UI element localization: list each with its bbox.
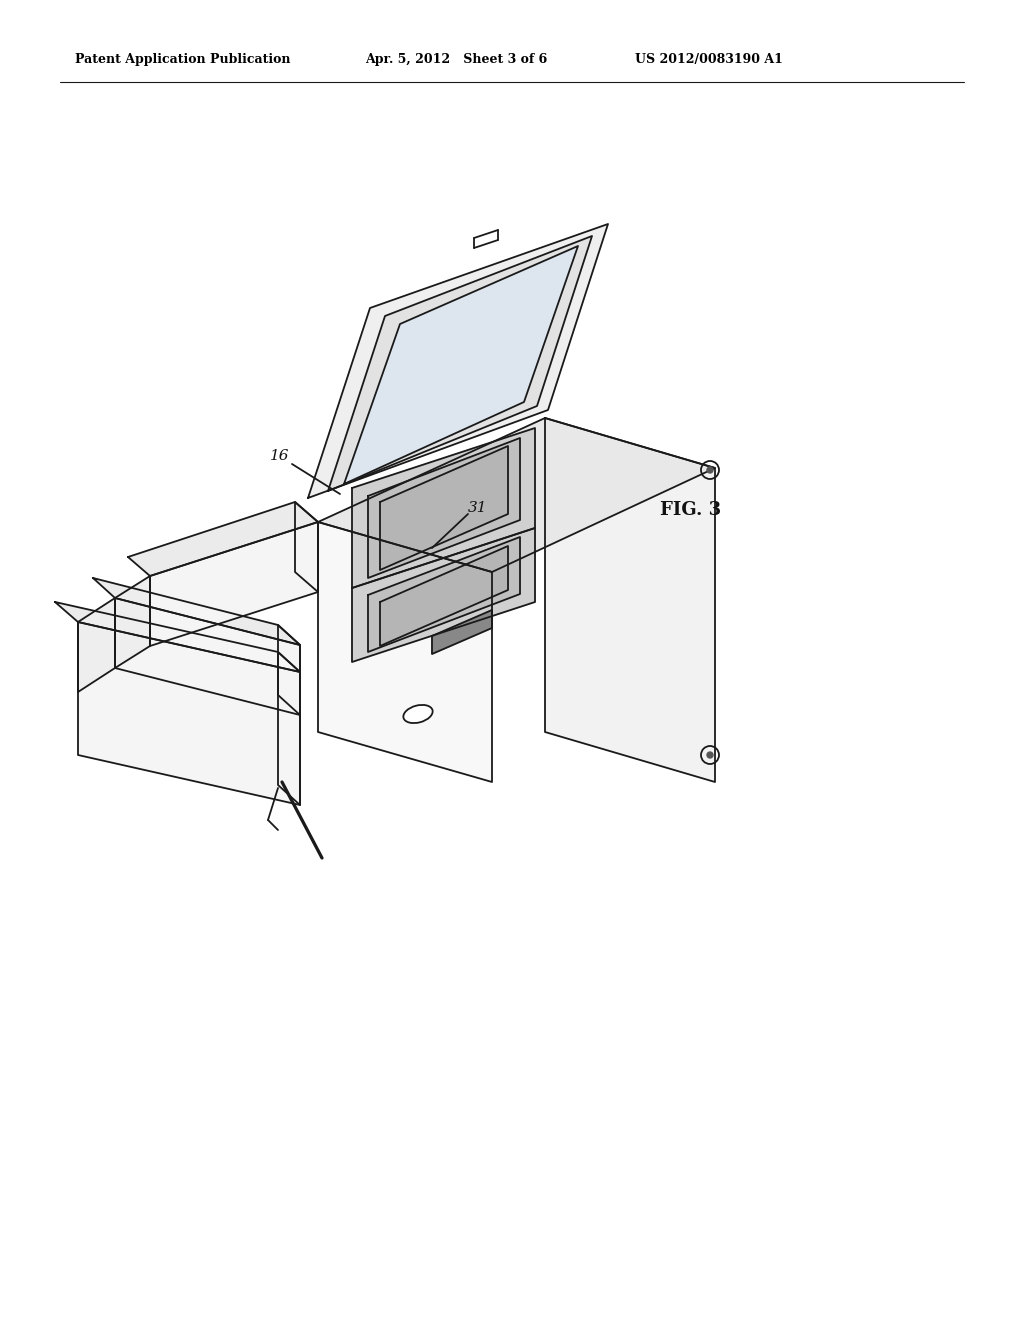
Circle shape xyxy=(707,752,713,758)
Polygon shape xyxy=(295,502,318,591)
Polygon shape xyxy=(115,598,300,715)
Polygon shape xyxy=(78,622,300,805)
Text: Patent Application Publication: Patent Application Publication xyxy=(75,54,291,66)
Text: 16: 16 xyxy=(270,449,290,463)
Polygon shape xyxy=(344,246,578,484)
Text: FIG. 3: FIG. 3 xyxy=(660,502,721,519)
Polygon shape xyxy=(150,521,318,645)
Polygon shape xyxy=(352,528,535,663)
Polygon shape xyxy=(328,236,592,491)
Polygon shape xyxy=(318,521,492,781)
Text: Apr. 5, 2012   Sheet 3 of 6: Apr. 5, 2012 Sheet 3 of 6 xyxy=(365,54,547,66)
Polygon shape xyxy=(93,578,300,645)
Polygon shape xyxy=(352,428,535,587)
Polygon shape xyxy=(278,652,300,805)
Polygon shape xyxy=(368,438,520,578)
Polygon shape xyxy=(368,537,520,652)
Polygon shape xyxy=(78,598,115,692)
Polygon shape xyxy=(380,546,508,645)
Polygon shape xyxy=(545,418,715,781)
Ellipse shape xyxy=(403,705,433,723)
Polygon shape xyxy=(380,446,508,570)
Polygon shape xyxy=(308,224,608,498)
Polygon shape xyxy=(318,418,715,572)
Polygon shape xyxy=(432,610,492,653)
Circle shape xyxy=(707,467,713,473)
Polygon shape xyxy=(128,502,318,576)
Polygon shape xyxy=(115,576,150,668)
Text: 31: 31 xyxy=(468,502,487,515)
Text: US 2012/0083190 A1: US 2012/0083190 A1 xyxy=(635,54,783,66)
Polygon shape xyxy=(55,602,300,672)
Polygon shape xyxy=(278,624,300,715)
